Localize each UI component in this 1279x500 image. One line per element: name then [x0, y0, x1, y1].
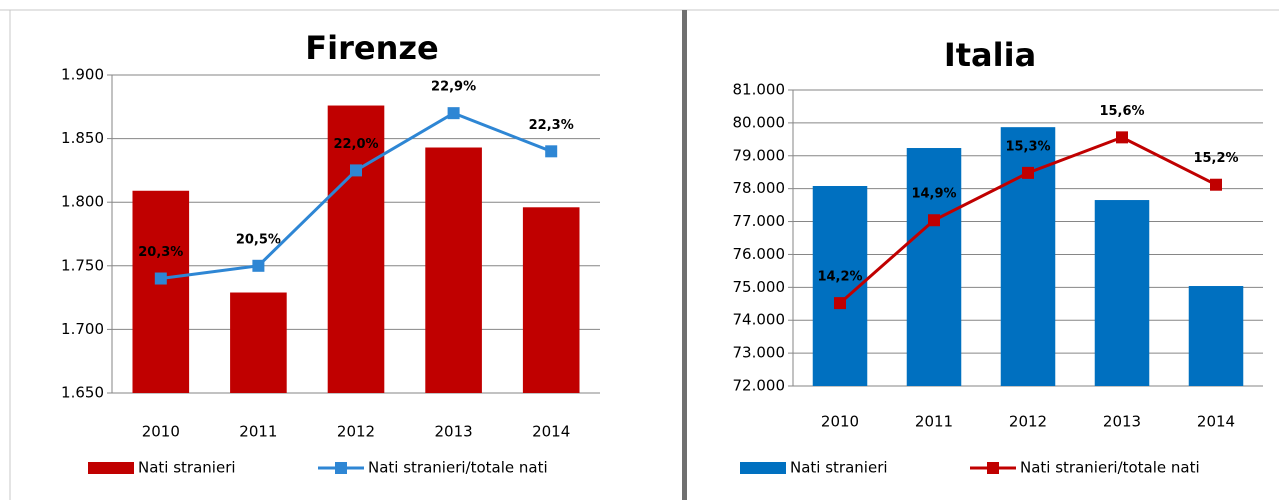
y-tick-label: 81.000	[733, 81, 786, 99]
legend-marker	[335, 462, 347, 474]
y-tick-label: 1.650	[61, 384, 104, 402]
data-label: 15,3%	[1005, 139, 1050, 154]
legend-marker	[987, 462, 999, 474]
x-tick-label: 2014	[1197, 413, 1235, 431]
data-label: 14,2%	[817, 270, 862, 285]
legend-label: Nati stranieri	[138, 459, 236, 477]
bar	[1188, 286, 1244, 386]
y-tick-label: 1.750	[61, 256, 104, 274]
y-tick-label: 1.800	[61, 193, 104, 211]
x-tick-label: 2012	[337, 423, 375, 441]
bar	[522, 207, 580, 393]
x-tick-label: 2014	[532, 423, 570, 441]
y-tick-label: 73.000	[733, 344, 786, 362]
data-label: 15,2%	[1193, 151, 1238, 166]
y-tick-label: 74.000	[733, 311, 786, 329]
y-tick-label: 79.000	[733, 146, 786, 164]
y-tick-label: 80.000	[733, 113, 786, 131]
y-tick-label: 77.000	[733, 212, 786, 230]
legend-swatch	[88, 462, 134, 474]
bar	[132, 190, 190, 393]
marker	[154, 272, 167, 285]
data-label: 22,3%	[529, 118, 574, 133]
data-label: 15,6%	[1099, 104, 1144, 119]
divider	[682, 10, 687, 500]
marker	[447, 107, 460, 120]
x-tick-label: 2011	[915, 413, 953, 431]
bar	[425, 147, 482, 393]
chart-title: Italia	[944, 36, 1036, 74]
x-tick-label: 2013	[435, 423, 473, 441]
x-tick-label: 2010	[821, 413, 859, 431]
marker	[252, 259, 265, 272]
legend-label: Nati stranieri/totale nati	[368, 459, 548, 477]
marker	[1022, 166, 1034, 179]
legend-label: Nati stranieri	[790, 459, 888, 477]
bar	[906, 148, 962, 386]
marker	[834, 297, 846, 310]
y-tick-label: 1.900	[61, 66, 104, 84]
data-label: 14,9%	[911, 187, 956, 202]
y-tick-label: 75.000	[733, 278, 786, 296]
legend-swatch	[740, 462, 786, 474]
marker	[928, 214, 940, 227]
marker	[1210, 178, 1222, 191]
bar	[1094, 200, 1150, 386]
x-tick-label: 2012	[1009, 413, 1047, 431]
x-tick-label: 2013	[1103, 413, 1141, 431]
data-label: 22,9%	[431, 80, 476, 95]
y-tick-label: 1.850	[61, 129, 104, 147]
y-tick-label: 1.700	[61, 320, 104, 338]
y-tick-label: 78.000	[733, 179, 786, 197]
chart-title: Firenze	[305, 29, 438, 67]
bar	[230, 292, 287, 393]
bar	[327, 105, 385, 393]
y-tick-label: 72.000	[733, 377, 786, 395]
data-label: 20,5%	[236, 232, 281, 247]
legend-label: Nati stranieri/totale nati	[1020, 459, 1200, 477]
y-tick-label: 76.000	[733, 245, 786, 263]
marker	[1116, 131, 1128, 144]
x-tick-label: 2010	[142, 423, 180, 441]
marker	[350, 164, 362, 177]
x-tick-label: 2011	[239, 423, 277, 441]
marker	[545, 145, 558, 158]
data-label: 20,3%	[138, 245, 183, 260]
data-label: 22,0%	[333, 137, 378, 152]
